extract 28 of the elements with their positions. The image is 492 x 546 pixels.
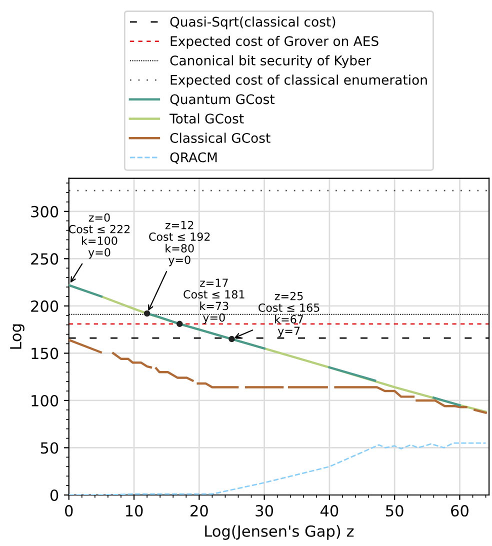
y-tick-label: 100	[32, 394, 58, 406]
line-series	[68, 442, 486, 496]
legend-label: Classical GCost	[170, 132, 270, 143]
legend-label: Expected cost of classical enumeration	[170, 74, 427, 88]
x-tick-label: 20	[190, 504, 208, 517]
x-tick-label: 50	[386, 504, 404, 517]
annotation: z=17 Cost ≤ 181 k=73 y=0	[184, 278, 244, 324]
annotation: z=12 Cost ≤ 192 k=80 y=0	[149, 220, 210, 266]
y-tick-label: 0	[50, 489, 58, 502]
legend-label: Quasi-Sqrt(classical cost)	[170, 16, 336, 30]
x-tick-label: 40	[320, 504, 338, 517]
y-tick-label: 50	[40, 442, 58, 454]
x-tick-label: 0	[65, 504, 73, 517]
y-tick-label: 200	[31, 300, 58, 312]
legend-label: Total GCost	[169, 113, 244, 124]
y-tick-label: 150	[32, 348, 58, 360]
x-axis-title: Log(Jensen's Gap) z	[205, 525, 354, 540]
legend-label: Canonical bit security of Kyber	[170, 55, 372, 68]
y-tick-label: 250	[31, 253, 58, 265]
x-tick-label: 60	[451, 504, 468, 517]
x-tick-label: 30	[256, 504, 274, 517]
annotation: z=25 Cost ≤ 165 k=67 y=7	[258, 292, 320, 338]
y-axis-title: Log	[10, 324, 24, 349]
legend-label: Expected cost of Grover on AES	[170, 36, 378, 49]
x-tick-label: 10	[126, 504, 143, 517]
y-tick-label: 300	[31, 206, 58, 218]
legend-label: Quantum GCost	[170, 94, 275, 106]
legend-label: QRACM	[170, 152, 217, 164]
